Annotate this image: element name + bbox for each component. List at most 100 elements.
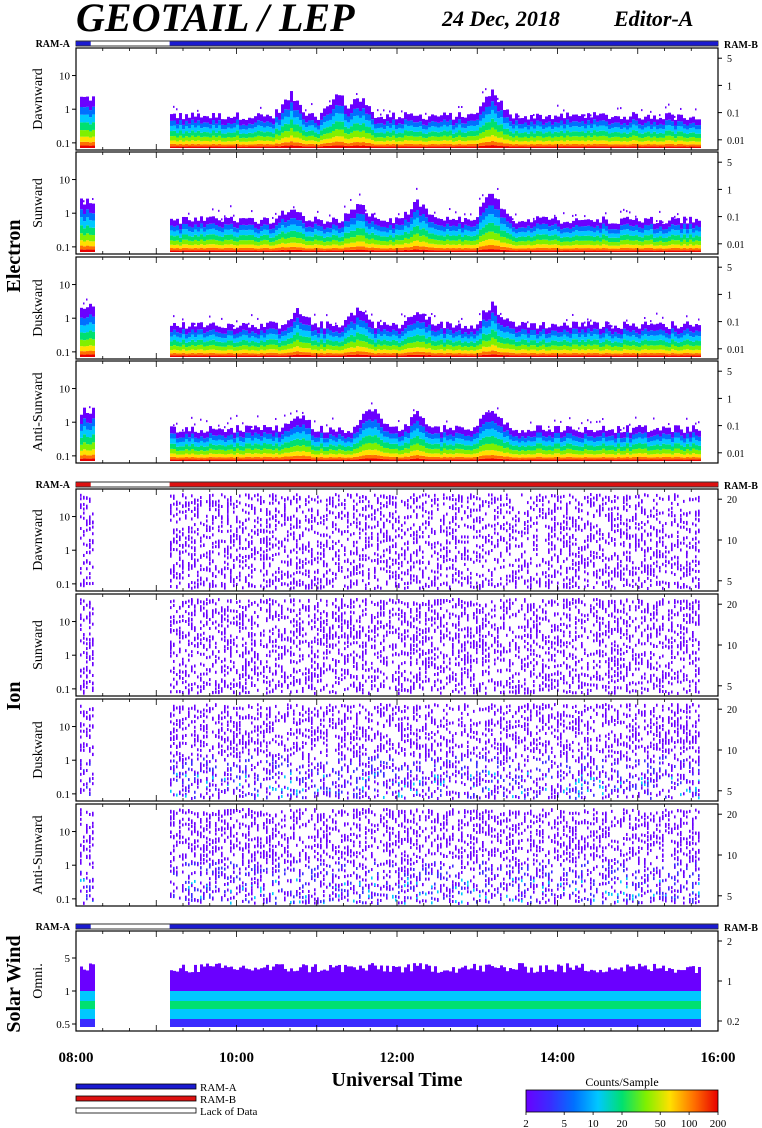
- spectrogram-cells: [80, 88, 701, 148]
- colorbar-tick-label: 10: [588, 1118, 600, 1128]
- x-tick-label: 14:00: [540, 1050, 575, 1066]
- y-tick-label-left: 1: [65, 417, 71, 429]
- ram-segment: [76, 42, 91, 46]
- x-tick-label: 16:00: [701, 1050, 736, 1066]
- y-tick-label-right: 0.01: [727, 449, 745, 460]
- spectrogram-cells: [80, 402, 701, 461]
- panel-label: Sunward: [31, 178, 46, 228]
- y-tick-label-left: 10: [59, 280, 71, 292]
- spectrogram-cells: [80, 808, 700, 905]
- y-tick-label-right: 1: [727, 977, 732, 988]
- colorbar-tick-label: 200: [710, 1118, 727, 1128]
- ram-segment: [170, 42, 718, 46]
- panel-label: Duskward: [31, 279, 46, 337]
- group-1: RAM-A RAM-B 10 1 0.1 20 10 5 Dawnward 10 1 0.1 20 10 5…: [31, 480, 758, 906]
- figure-title: GEOTAIL / LEP: [76, 0, 355, 40]
- y-tick-label-left: 1: [65, 755, 71, 767]
- y-tick-label-left: 0.1: [56, 138, 70, 150]
- y-tick-label-right: 10: [727, 536, 737, 547]
- panel-frame: [76, 489, 718, 591]
- y-tick-label-right: 1: [727, 185, 732, 196]
- legend-label: Lack of Data: [200, 1106, 258, 1118]
- group-0: RAM-A RAM-B1010.1510.10.01Dawnward1010.15…: [31, 39, 758, 463]
- y-tick-label-left: 1: [65, 860, 71, 872]
- legend-label: RAM-A: [200, 1082, 237, 1094]
- ram-segment: [170, 483, 718, 487]
- y-tick-label-right: 1: [727, 81, 732, 92]
- y-tick-label-right: 5: [727, 577, 732, 588]
- y-tick-label-right: 5: [727, 54, 732, 65]
- colorbar-tick-label: 5: [561, 1118, 567, 1128]
- ram-segment: [76, 483, 91, 487]
- y-tick-label-left: 0.1: [56, 789, 70, 801]
- colorbar-tick-label: 100: [681, 1118, 698, 1128]
- panel-label: Anti-Sunward: [31, 815, 46, 894]
- colorbar-tick-label: 20: [617, 1118, 629, 1128]
- legend-swatch: [76, 1096, 196, 1101]
- panel-label: Dawnward: [31, 509, 46, 570]
- y-tick-label-left: 0.1: [56, 451, 70, 463]
- y-tick-label-left: 1: [65, 208, 71, 220]
- panel-frame: [76, 804, 718, 906]
- y-tick-label-left: 0.1: [56, 894, 70, 906]
- ram-segment: [76, 925, 91, 929]
- y-tick-label-right: 0.2: [727, 1017, 740, 1028]
- y-tick-label-right: 5: [727, 367, 732, 378]
- y-tick-label-left: 0.1: [56, 684, 70, 696]
- y-tick-label-left: 1: [65, 986, 71, 998]
- colorbar: 2 5 10 20 50 100 200: [523, 1090, 727, 1128]
- y-tick-label-right: 5: [727, 682, 732, 693]
- group-label-electron: Electron: [3, 220, 25, 293]
- y-tick-label-left: 0.1: [56, 347, 70, 359]
- group-label-ion: Ion: [3, 682, 25, 711]
- ram-label-right: RAM-B: [724, 481, 758, 492]
- y-tick-label-left: 1: [65, 650, 71, 662]
- y-tick-label-right: 5: [727, 263, 732, 274]
- y-tick-label-right: 20: [727, 495, 737, 506]
- y-tick-label-right: 0.1: [727, 109, 740, 120]
- panel-label: Anti-Sunward: [31, 372, 46, 451]
- x-tick-label: 12:00: [380, 1050, 415, 1066]
- ram-label-left: RAM-A: [36, 480, 71, 491]
- y-tick-label-right: 0.1: [727, 318, 740, 329]
- spectrogram-cells: [80, 703, 700, 800]
- spectrogram-cells: [80, 188, 701, 252]
- ram-segment: [170, 925, 718, 929]
- legend-swatch: [76, 1108, 196, 1113]
- figure-date: 24 Dec, 2018: [441, 6, 560, 31]
- legend-label: RAM-B: [200, 1094, 236, 1106]
- y-tick-label-right: 1: [727, 290, 732, 301]
- spectrogram-cells: [80, 493, 700, 590]
- y-tick-label-right: 10: [727, 746, 737, 757]
- colorbar-tick-label: 50: [655, 1118, 667, 1128]
- y-tick-label-left: 1: [65, 313, 71, 325]
- y-tick-label-left: 10: [59, 384, 71, 396]
- ram-label-right: RAM-B: [724, 40, 758, 51]
- legend-swatch: [76, 1084, 196, 1089]
- y-tick-label-left: 0.1: [56, 579, 70, 591]
- spectrogram-cells: [80, 299, 701, 357]
- x-axis-title: Universal Time: [332, 1069, 463, 1091]
- y-tick-label-right: 5: [727, 158, 732, 169]
- y-tick-label-left: 10: [59, 827, 71, 839]
- y-tick-label-left: 0.5: [56, 1019, 70, 1031]
- y-tick-label-right: 20: [727, 810, 737, 821]
- y-tick-label-left: 10: [59, 512, 71, 524]
- panel-label: Omni.: [31, 963, 46, 998]
- y-tick-label-left: 10: [59, 71, 71, 83]
- group-label-solar-wind: Solar Wind: [3, 935, 25, 1032]
- y-tick-label-left: 0.1: [56, 242, 70, 254]
- y-tick-label-right: 20: [727, 600, 737, 611]
- y-tick-label-right: 0.1: [727, 213, 740, 224]
- panel-label: Sunward: [31, 620, 46, 670]
- x-tick-label: 08:00: [59, 1050, 94, 1066]
- colorbar-title: Counts/Sample: [585, 1075, 658, 1089]
